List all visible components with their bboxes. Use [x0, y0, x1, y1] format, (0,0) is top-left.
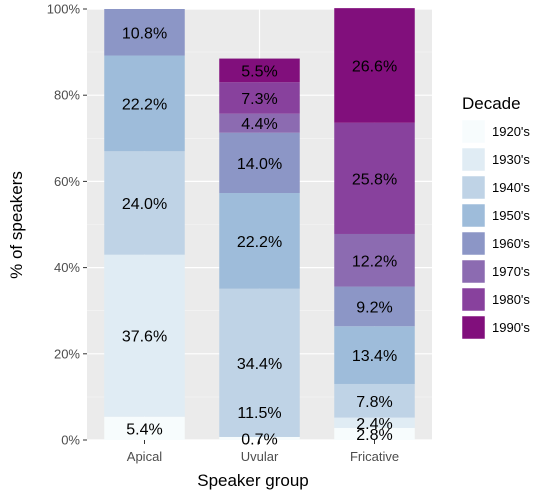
x-tick-label: Apical: [127, 449, 163, 464]
legend-key: [461, 287, 486, 312]
data-label: 10.8%: [122, 25, 167, 42]
y-tick-label: 40%: [54, 260, 80, 275]
legend-label: 1980's: [492, 292, 530, 307]
data-label: 2.4%: [356, 416, 392, 433]
bar-segment: [334, 383, 415, 418]
data-label: 9.2%: [356, 299, 392, 316]
y-axis-title: % of speakers: [7, 171, 26, 279]
plot-area: 5.4% 37.6% 24.0% 22.2% 10.8% 0.7% 34.4% 22.2% 14…: [87, 8, 432, 448]
bar-segment: [334, 326, 415, 384]
data-label: 37.6%: [122, 329, 167, 346]
bar-segment: [334, 8, 415, 123]
legend-title: Decade: [462, 94, 521, 113]
data-label: 4.4%: [241, 116, 277, 133]
legend-label: 1940's: [492, 180, 530, 195]
data-label: 22.2%: [122, 96, 167, 113]
legend-key: [461, 315, 486, 340]
bar-segment: [334, 286, 415, 327]
bar-segment: [219, 113, 300, 133]
bar-segment: [219, 436, 300, 440]
y-tick-label: 100%: [47, 2, 81, 17]
bar-segment: [334, 427, 415, 440]
data-label: 11.5%: [237, 405, 281, 422]
y-tick-label: 0%: [61, 433, 80, 448]
data-label: 13.4%: [352, 348, 397, 365]
bar-segment: [219, 288, 300, 437]
bar-segment: [334, 233, 415, 287]
y-tick-label: 80%: [54, 88, 80, 103]
legend-label: 1930's: [492, 152, 530, 167]
data-label: 24.0%: [122, 196, 167, 213]
y-tick-label: 60%: [54, 174, 80, 189]
x-axis: Apical Uvular Fricative: [127, 440, 399, 464]
data-label: 5.5%: [241, 63, 277, 80]
legend-key: [461, 203, 486, 228]
data-label: 22.2%: [237, 234, 282, 251]
bar-segment: [104, 151, 185, 255]
legend-label: 1960's: [492, 236, 530, 251]
bar-segment: [104, 254, 185, 417]
legend: Decade 1920's 1930's 1940's 1950's 1960's 197…: [461, 94, 530, 340]
data-label: 25.8%: [352, 171, 397, 188]
legend-key: [461, 175, 486, 200]
data-label: 34.4%: [237, 356, 282, 373]
x-tick-label: Fricative: [350, 449, 399, 464]
data-label: 2.8%: [356, 427, 392, 444]
x-tick-label: Uvular: [241, 449, 279, 464]
legend-key: [461, 119, 486, 144]
legend-key: [461, 147, 486, 172]
bar-segment: [219, 58, 300, 83]
legend-label: 1950's: [492, 208, 530, 223]
data-label: 26.6%: [352, 58, 397, 75]
bar-segment: [104, 9, 185, 56]
bar-segment: [219, 193, 300, 289]
data-label: 5.4%: [126, 421, 162, 438]
data-label: 14.0%: [237, 156, 282, 173]
bar-segment: [334, 122, 415, 234]
legend-label: 1970's: [492, 264, 530, 279]
data-label: 7.3%: [241, 91, 277, 108]
legend-label: 1990's: [492, 320, 530, 335]
y-tick-label: 20%: [54, 346, 80, 361]
data-label: 12.2%: [352, 253, 397, 270]
y-axis: 0% 20% 40% 60% 80% 100%: [47, 2, 87, 448]
legend-label: 1920's: [492, 124, 530, 139]
legend-key: [461, 259, 486, 284]
data-label: 0.7%: [241, 431, 277, 448]
legend-key: [461, 231, 486, 256]
bar-segment: [219, 132, 300, 194]
bar-segment: [104, 55, 185, 152]
bar-segment: [334, 417, 415, 428]
bar-segment: [104, 416, 185, 440]
bar-segment: [219, 82, 300, 114]
x-axis-title: Speaker group: [197, 471, 309, 490]
data-label: 7.8%: [356, 394, 392, 411]
